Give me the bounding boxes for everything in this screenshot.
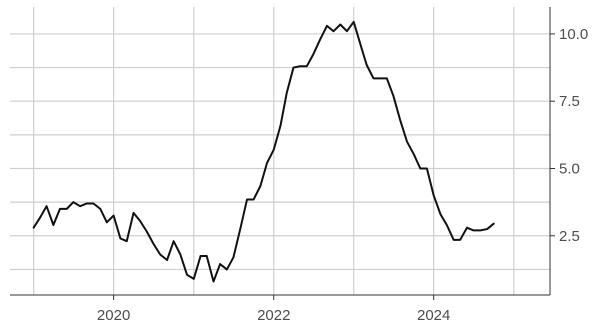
grid-layer <box>10 7 550 295</box>
plot-background <box>10 7 550 295</box>
tick-layer: 2020 2022 2024 2.5 5.0 7.5 10.0 <box>97 26 588 324</box>
series-line <box>32 20 495 283</box>
x-tick-label: 2020 <box>97 307 130 324</box>
y-tick-label: 10.0 <box>559 26 588 43</box>
series-layer <box>32 20 495 283</box>
y-tick-label: 5.0 <box>559 160 580 177</box>
axis-layer <box>10 7 551 296</box>
y-tick-label: 7.5 <box>559 93 580 110</box>
x-tick-label: 2024 <box>417 307 450 324</box>
y-tick-label: 2.5 <box>559 228 580 245</box>
x-tick-label: 2022 <box>257 307 290 324</box>
